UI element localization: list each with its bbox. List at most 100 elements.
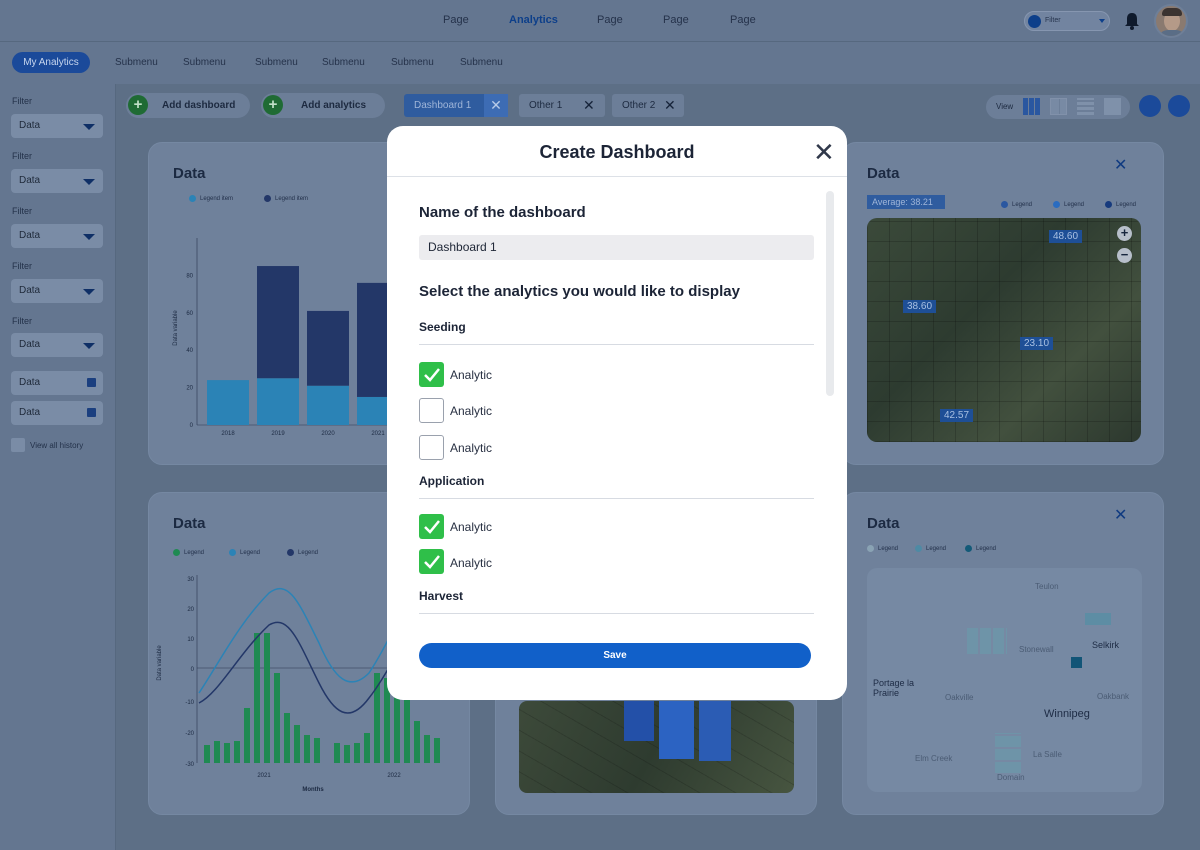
date-input-1[interactable]: Data [11, 371, 103, 395]
bar [304, 735, 310, 763]
nav-page-5[interactable]: Page [730, 14, 756, 26]
analytic-label: Analytic [450, 368, 493, 382]
caret-down-icon [83, 124, 95, 130]
my-analytics-button[interactable]: My Analytics [12, 52, 90, 73]
submenu-bar [0, 42, 1200, 84]
group-harvest: Harvest [419, 589, 464, 603]
analytic-checkbox[interactable] [419, 362, 444, 387]
region-map[interactable]: Teulon Stonewall Selkirk Portage la Prai… [867, 568, 1142, 792]
close-icon[interactable]: ✕ [1114, 157, 1128, 174]
user-avatar[interactable] [1154, 4, 1188, 38]
close-icon[interactable]: ✕ [484, 94, 508, 117]
legend-item-3: Legend [1105, 201, 1136, 208]
view-label: View [996, 102, 1014, 111]
x-tick: 2019 [271, 431, 285, 437]
add-analytics-button[interactable]: + Add analytics [261, 93, 385, 118]
y-tick: 20 [186, 386, 193, 392]
legend-item-2: Legend [1053, 201, 1084, 208]
submenu-item-3[interactable]: Submenu [255, 57, 298, 68]
nav-page-4[interactable]: Page [663, 14, 689, 26]
home-icon [1028, 15, 1041, 28]
modal-scrollbar[interactable] [826, 191, 834, 396]
analytic-checkbox[interactable] [419, 398, 444, 423]
close-icon[interactable]: ✕ [1114, 507, 1128, 524]
bar [314, 738, 320, 763]
green-bars [204, 633, 440, 763]
heat-cells [995, 733, 1021, 773]
nav-page-1[interactable]: Page [443, 14, 469, 26]
bar [354, 743, 360, 763]
map-card-1: Data ✕ Average: 38.21 Legend Legend Lege… [842, 142, 1164, 465]
analytic-checkbox[interactable] [419, 435, 444, 460]
legend-item-1: Legend [867, 545, 898, 552]
y-tick: 40 [186, 348, 193, 354]
zoom-in-icon[interactable]: + [1117, 226, 1132, 241]
place-label: Oakville [945, 693, 974, 702]
submenu-item-5[interactable]: Submenu [391, 57, 434, 68]
list-view-icon[interactable] [1077, 98, 1094, 115]
y-axis-label: Data variable [157, 645, 163, 681]
legend-item-3: Legend [287, 549, 318, 556]
submenu-item-2[interactable]: Submenu [183, 57, 226, 68]
dashboard-name-input[interactable]: Dashboard 1 [419, 235, 814, 260]
view-history-checkbox[interactable] [11, 438, 25, 452]
tab-other-2[interactable]: Other 2 ✕ [612, 94, 684, 117]
add-analytics-label: Add analytics [301, 100, 367, 111]
close-icon[interactable]: ✕ [664, 97, 676, 113]
tab-dashboard-1[interactable]: Dashboard 1 ✕ [404, 94, 508, 117]
nav-analytics[interactable]: Analytics [509, 14, 558, 26]
view-switcher: View [986, 95, 1130, 119]
analytic-checkbox[interactable] [419, 514, 444, 539]
y-tick: 10 [187, 637, 194, 643]
tile-view-icon[interactable] [1050, 98, 1067, 115]
filter-select-3[interactable]: Data [11, 224, 103, 248]
global-filter-select[interactable]: Filter [1024, 11, 1110, 31]
save-button[interactable]: Save [419, 643, 811, 668]
filter-label-5: Filter [12, 316, 32, 326]
tab-other-1[interactable]: Other 1 ✕ [519, 94, 605, 117]
single-view-icon[interactable] [1104, 98, 1121, 115]
zoom-out-icon[interactable]: − [1117, 248, 1132, 263]
card-title: Data [173, 515, 206, 532]
analytic-label: Analytic [450, 556, 493, 570]
close-icon[interactable]: ✕ [813, 137, 835, 167]
filter-select-2[interactable]: Data [11, 169, 103, 193]
bar [244, 708, 250, 763]
y-tick: 80 [186, 273, 193, 279]
satellite-map[interactable]: 48.60 38.60 23.10 42.57 + − [867, 218, 1141, 442]
submenu-item-6[interactable]: Submenu [460, 57, 503, 68]
add-dashboard-button[interactable]: + Add dashboard [126, 93, 250, 118]
x-tick: 2018 [221, 431, 235, 437]
filter-select-4[interactable]: Data [11, 279, 103, 303]
bar [334, 743, 340, 763]
filter-label-2: Filter [12, 151, 32, 161]
average-value: 38.21 [910, 197, 933, 207]
date-value-2: Data [19, 407, 41, 418]
check-icon [424, 520, 440, 534]
filter-select-1[interactable]: Data [11, 114, 103, 138]
date-input-2[interactable]: Data [11, 401, 103, 425]
filter-value-4: Data [19, 285, 41, 296]
legend-item-1: Legend item [189, 195, 233, 202]
place-label: Elm Creek [915, 754, 953, 763]
grid-view-icon[interactable] [1023, 98, 1040, 115]
caret-down-icon [83, 179, 95, 185]
analytic-label: Analytic [450, 520, 493, 534]
submenu-item-1[interactable]: Submenu [115, 57, 158, 68]
bar [257, 266, 299, 379]
filter-select-5[interactable]: Data [11, 333, 103, 357]
bar [274, 673, 280, 763]
3d-map[interactable] [519, 701, 794, 793]
map-value-label: 42.57 [940, 409, 974, 422]
bell-icon[interactable] [1124, 12, 1140, 30]
share-icon[interactable] [1168, 95, 1190, 117]
analytic-checkbox[interactable] [419, 549, 444, 574]
close-icon[interactable]: ✕ [583, 97, 595, 113]
nav-page-3[interactable]: Page [597, 14, 623, 26]
map-value-label: 48.60 [1049, 230, 1083, 243]
legend-item-2: Legend item [264, 195, 308, 202]
export-icon[interactable] [1139, 95, 1161, 117]
submenu-item-4[interactable]: Submenu [322, 57, 365, 68]
filter-value-2: Data [19, 175, 41, 186]
tab-other-2-label: Other 2 [622, 100, 656, 111]
